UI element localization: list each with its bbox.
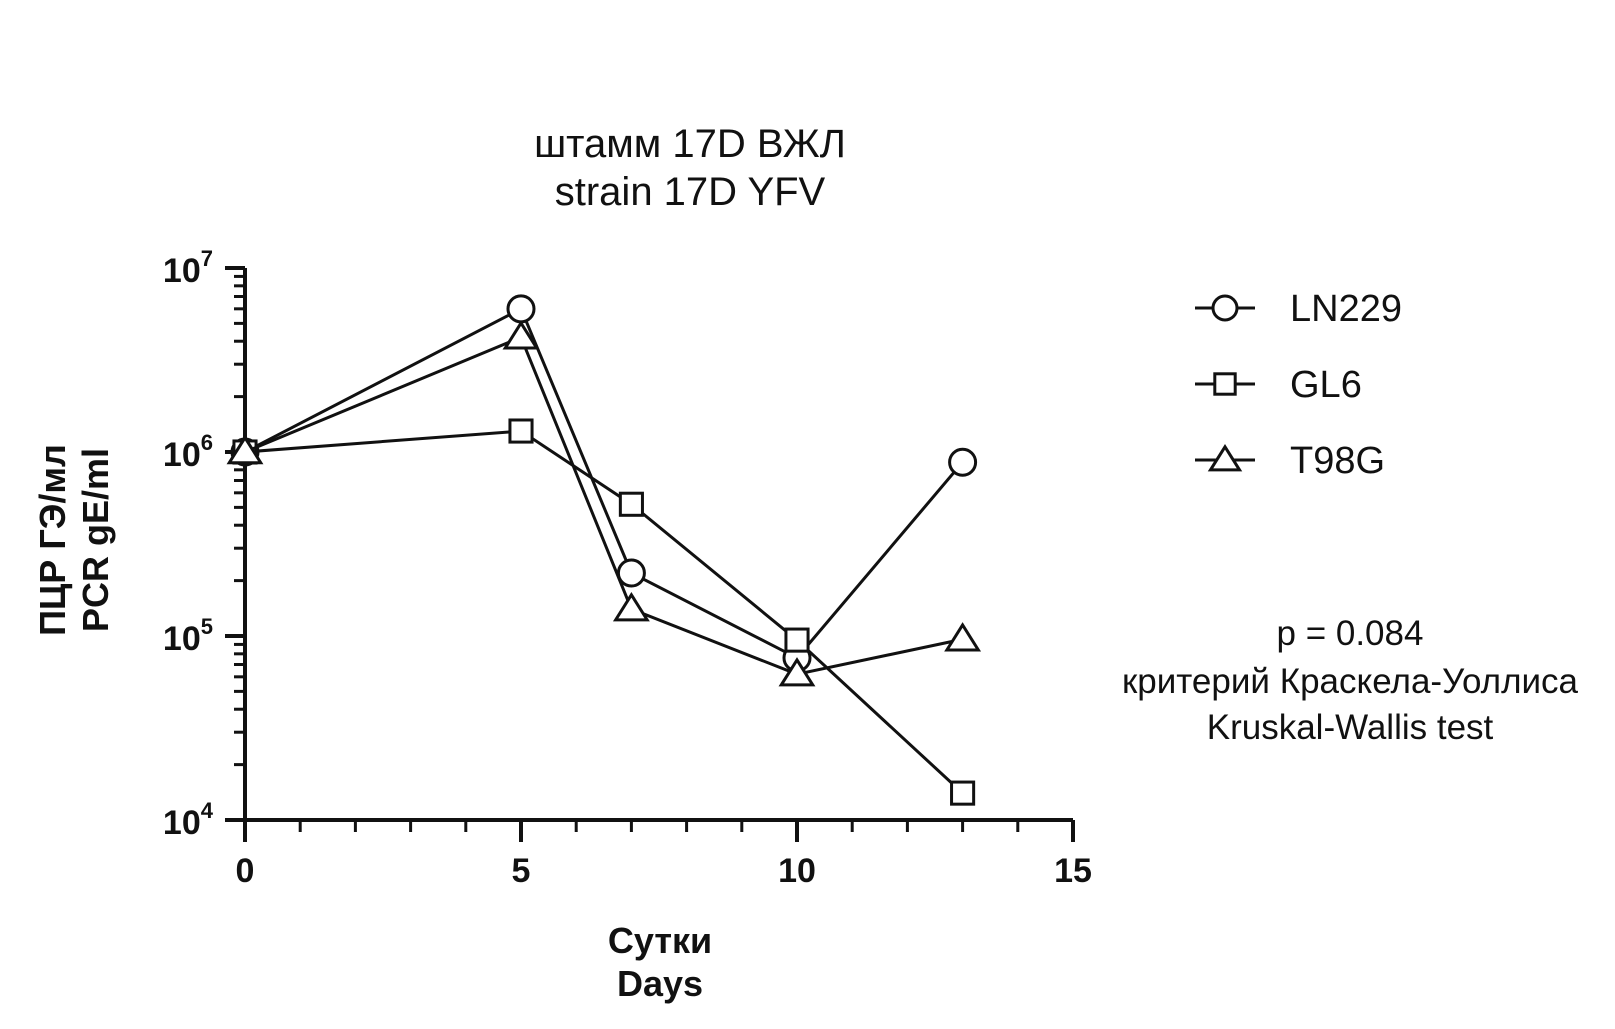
x-tick-label: 0: [236, 852, 255, 890]
series-gl6: [232, 418, 976, 806]
legend: LN229 GL6 T98G: [1195, 288, 1402, 482]
stat-annotation-test-en: Kruskal-Wallis test: [1207, 708, 1494, 747]
legend-item-gl6: GL6: [1195, 364, 1362, 406]
y-axis-label-line-2: PCR gE/ml: [75, 448, 116, 632]
series-layer: [226, 294, 982, 806]
data-point-gl6: [950, 780, 976, 806]
y-tick-label: 105: [163, 614, 213, 658]
series-ln229: [230, 294, 978, 673]
chart-title-line-2: strain 17D YFV: [555, 170, 826, 214]
x-tick-label: 15: [1054, 852, 1092, 890]
x-axis-label: Сутки Days: [608, 920, 712, 1004]
x-tick-label: 5: [512, 852, 531, 890]
data-point-t98g: [612, 591, 650, 622]
y-tick-label: 106: [163, 430, 213, 474]
series-line-gl6: [244, 429, 964, 795]
data-point-ln229: [616, 558, 646, 588]
data-point-gl6: [508, 418, 534, 444]
x-axis-label-line-2: Days: [617, 963, 703, 1004]
data-point-gl6: [784, 627, 810, 653]
series-line-ln229: [244, 306, 964, 660]
legend-item-t98g: T98G: [1195, 440, 1385, 482]
y-tick-label-exponent: 6: [201, 430, 213, 455]
stat-annotation-p-value: p = 0.084: [1277, 614, 1424, 653]
legend-label-gl6: GL6: [1290, 364, 1362, 406]
y-tick-label-exponent: 4: [201, 798, 214, 823]
y-tick-label-base: 10: [163, 436, 201, 474]
data-point-t98g: [944, 622, 982, 652]
data-point-t98g: [226, 434, 264, 465]
legend-marker-ln229: [1211, 294, 1239, 322]
y-tick-label-base: 10: [163, 804, 201, 842]
chart-title: штамм 17D ВЖЛ strain 17D YFV: [534, 122, 846, 214]
legend-item-ln229: LN229: [1195, 288, 1402, 330]
legend-marker-gl6: [1213, 372, 1237, 396]
x-axis-label-line-1: Сутки: [608, 920, 712, 961]
legend-label-t98g: T98G: [1290, 440, 1385, 482]
y-axis-label-line-1: ПЦР ГЭ/мл: [32, 444, 73, 636]
data-point-gl6: [618, 491, 644, 517]
stat-annotation-test-ru: критерий Краскела-Уоллиса: [1122, 662, 1579, 701]
stat-annotation: p = 0.084 критерий Краскела-Уоллиса Krus…: [1122, 614, 1579, 747]
y-axis-label: ПЦР ГЭ/мл PCR gE/ml: [32, 444, 116, 636]
y-tick-label-exponent: 5: [201, 614, 213, 639]
data-point-t98g: [502, 320, 540, 350]
data-point-ln229: [506, 294, 536, 324]
y-tick-label: 107: [163, 246, 213, 290]
data-point-t98g: [778, 657, 816, 687]
x-tick-label: 10: [778, 852, 816, 890]
data-point-ln229: [948, 447, 978, 477]
series-t98g: [226, 320, 982, 687]
y-tick-label-exponent: 7: [201, 246, 213, 271]
legend-label-ln229: LN229: [1290, 288, 1402, 330]
y-tick-label: 104: [163, 798, 214, 842]
y-tick-label-base: 10: [163, 252, 201, 290]
y-tick-label-base: 10: [163, 620, 201, 658]
chart-title-line-1: штамм 17D ВЖЛ: [534, 122, 846, 166]
legend-marker-t98g: [1207, 443, 1243, 472]
